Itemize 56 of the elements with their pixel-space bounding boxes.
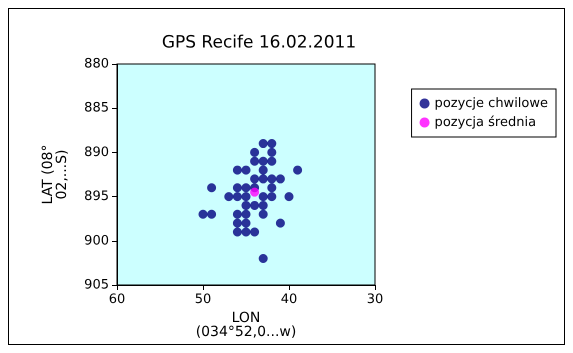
point: [276, 218, 285, 228]
point: [293, 166, 302, 175]
point: [258, 192, 268, 202]
point: [207, 210, 216, 219]
point: [242, 210, 250, 219]
point: [198, 210, 208, 219]
point: [258, 210, 268, 219]
point: [250, 188, 260, 197]
point: [242, 200, 250, 210]
point: [258, 254, 268, 263]
point: [250, 200, 260, 210]
y-tick-label: 890: [84, 144, 109, 160]
chart-title: GPS Recife 16.02.2011: [162, 32, 356, 52]
y-tick-label: 895: [84, 189, 109, 204]
legend-label: pozycje chwilowe: [434, 96, 548, 111]
point: [267, 192, 276, 202]
x-tick-label: 40: [280, 292, 298, 307]
point: [258, 166, 268, 175]
point: [267, 183, 276, 192]
point: [258, 139, 268, 148]
point: [232, 210, 242, 219]
point: [242, 227, 250, 236]
y-tick-label: 905: [84, 278, 109, 292]
point: [250, 156, 260, 166]
point: [242, 166, 250, 175]
point: [267, 174, 276, 184]
point: [207, 183, 216, 192]
point: [276, 174, 285, 184]
x-tick-label: 30: [366, 292, 384, 307]
point: [224, 192, 234, 202]
point: [242, 218, 250, 228]
point: [258, 156, 268, 166]
point: [258, 174, 268, 184]
point: [267, 156, 276, 166]
x-tick-label: 50: [194, 292, 212, 307]
point: [250, 227, 260, 236]
point: [232, 218, 242, 228]
point: [232, 166, 242, 175]
point: [284, 192, 294, 202]
y-tick-label: 885: [84, 100, 109, 116]
legend-label: pozycja średnia: [434, 115, 536, 130]
point: [250, 148, 260, 157]
point: [232, 227, 242, 236]
x-tick-label: 60: [108, 292, 126, 307]
point: [232, 192, 242, 202]
point: [250, 174, 260, 184]
point: [258, 200, 268, 210]
y-axis-title: LAT (08° 02,...S): [40, 144, 70, 204]
point: [267, 148, 276, 157]
point: [242, 183, 250, 192]
point: [267, 139, 276, 148]
x-axis-title: LON (034°52,0...w): [196, 310, 296, 340]
point: [232, 183, 242, 192]
y-tick-label: 880: [84, 56, 109, 72]
point: [242, 192, 250, 202]
y-tick-label: 900: [84, 233, 109, 248]
